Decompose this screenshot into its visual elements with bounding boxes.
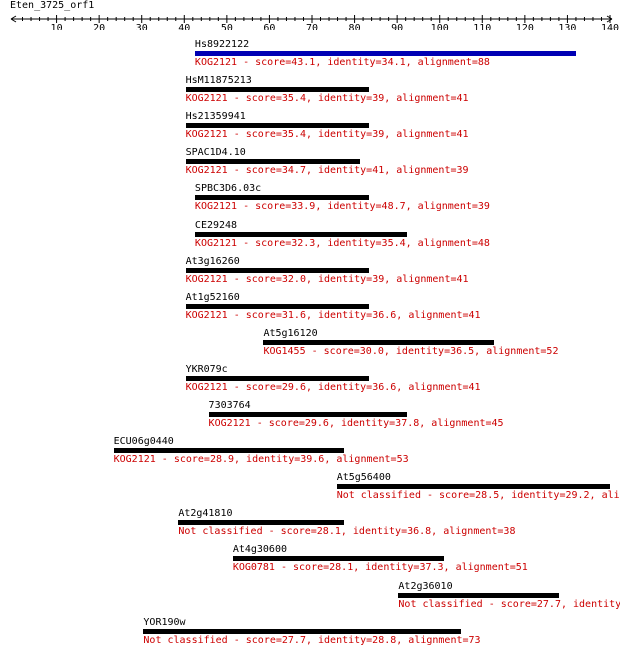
ruler-tick-label: 60 bbox=[263, 23, 275, 30]
hit-name[interactable]: YOR190w bbox=[143, 616, 186, 628]
ruler-tick-label: 90 bbox=[391, 23, 403, 30]
ruler-tick-label: 50 bbox=[221, 23, 233, 30]
hit-alignment-bar[interactable] bbox=[336, 484, 610, 490]
hit-alignment-bar[interactable] bbox=[143, 628, 461, 634]
hit-alignment-bar[interactable] bbox=[113, 448, 344, 454]
hit-name[interactable]: ECU06g0440 bbox=[113, 436, 174, 448]
hit-name[interactable]: 7303764 bbox=[208, 400, 251, 411]
hit-row: CE29248 KOG2121 - score=32.3, identity=35… bbox=[0, 220, 620, 256]
position-ruler: 10 20 30 40 50 60 70 80 90 100 110 120 130 140 bbox=[10, 15, 619, 30]
hit-row: SPBC3D6.03c KOG2121 - score=33.9, identit… bbox=[0, 183, 620, 219]
hit-alignment-bar[interactable] bbox=[194, 195, 369, 201]
hit-description: KOG0781 - score=28.1, identity=37.3, ali… bbox=[232, 562, 528, 574]
hit-alignment-bar[interactable] bbox=[185, 303, 369, 309]
hit-alignment-bar[interactable] bbox=[185, 87, 369, 93]
ruler-tick-label: 140 bbox=[601, 23, 619, 30]
hit-name[interactable]: HsM11875213 bbox=[185, 75, 252, 87]
hit-name[interactable]: SPBC3D6.03c bbox=[194, 183, 262, 195]
hit-description: Not classified - score=27.7, identity=28… bbox=[143, 634, 481, 646]
hit-name[interactable]: Hs8922122 bbox=[194, 39, 250, 50]
hit-alignment-bar[interactable] bbox=[185, 267, 369, 273]
hit-row: Hs8922122 KOG2121 - score=43.1, identity=… bbox=[0, 39, 620, 75]
hit-name[interactable]: At5g56400 bbox=[336, 472, 391, 484]
hit-alignment-bar[interactable] bbox=[208, 412, 408, 417]
hit-row: HsM11875213 KOG2121 - score=35.4, identit… bbox=[0, 75, 620, 111]
ruler-tick-label: 100 bbox=[431, 23, 449, 30]
hit-row: At5g56400 Not classified - score=28.5, id… bbox=[0, 472, 620, 508]
hit-row: YOR190w Not classified - score=27.7, iden… bbox=[0, 617, 620, 653]
hit-description: KOG2121 - score=43.1, identity=34.1, ali… bbox=[194, 57, 490, 68]
hit-description: KOG2121 - score=31.6, identity=36.6, ali… bbox=[185, 309, 481, 321]
hit-row: At1g52160 KOG2121 - score=31.6, identity=… bbox=[0, 292, 620, 328]
hit-alignment-bar[interactable] bbox=[398, 592, 559, 598]
hit-name[interactable]: YKR079c bbox=[185, 363, 228, 375]
ruler-tick-label: 80 bbox=[349, 23, 361, 30]
hit-description: KOG2121 - score=28.9, identity=39.6, ali… bbox=[113, 454, 409, 466]
ruler-tick-label: 110 bbox=[473, 23, 491, 30]
hit-description: KOG2121 - score=35.4, identity=39, align… bbox=[185, 129, 469, 141]
ruler-tick-label: 70 bbox=[306, 23, 318, 30]
hit-alignment-bar[interactable] bbox=[263, 339, 494, 345]
hit-description: KOG2121 - score=33.9, identity=48.7, ali… bbox=[194, 201, 490, 213]
ruler-tick-label: 30 bbox=[136, 23, 148, 30]
hit-description: KOG2121 - score=29.6, identity=37.8, ali… bbox=[208, 418, 504, 429]
hit-description: KOG2121 - score=35.4, identity=39, align… bbox=[185, 93, 469, 105]
hit-name[interactable]: Hs21359941 bbox=[185, 111, 246, 123]
hit-description: KOG2121 - score=34.7, identity=41, align… bbox=[185, 165, 469, 177]
hit-description: Not classified - score=28.1, identity=36… bbox=[178, 526, 516, 538]
hit-name[interactable]: At3g16260 bbox=[185, 255, 240, 267]
hit-row: At5g16120 KOG1455 - score=30.0, identity=… bbox=[0, 328, 620, 364]
hit-row: At2g36010 Not classified - score=27.7, id… bbox=[0, 581, 620, 617]
hit-description: Not classified - score=27.7, identity=36… bbox=[398, 598, 620, 610]
hit-alignment-bar[interactable] bbox=[185, 375, 369, 381]
ruler-left-arrow bbox=[10, 15, 17, 23]
hit-alignment-bar[interactable] bbox=[194, 51, 576, 56]
hit-alignment-bar[interactable] bbox=[185, 123, 369, 129]
ruler-tick-label: 20 bbox=[93, 23, 105, 30]
hit-row: YKR079c KOG2121 - score=29.6, identity=36… bbox=[0, 364, 620, 400]
hit-row: At2g41810 Not classified - score=28.1, id… bbox=[0, 508, 620, 544]
hit-name[interactable]: SPAC1D4.10 bbox=[185, 147, 246, 159]
hit-description: KOG1455 - score=30.0, identity=36.5, ali… bbox=[263, 345, 559, 357]
hit-alignment-bar[interactable] bbox=[194, 231, 408, 237]
query-title: Eten_3725_orf1 bbox=[10, 0, 95, 11]
hit-row: ECU06g0440 KOG2121 - score=28.9, identity… bbox=[0, 436, 620, 472]
hit-name[interactable]: At2g41810 bbox=[178, 508, 233, 520]
hit-alignment-bar[interactable] bbox=[185, 159, 360, 165]
ruler-tick-label: 10 bbox=[51, 23, 63, 30]
hit-name[interactable]: At5g16120 bbox=[263, 327, 318, 339]
hit-row: SPAC1D4.10 KOG2121 - score=34.7, identity… bbox=[0, 147, 620, 183]
hit-name[interactable]: At4g30600 bbox=[232, 544, 287, 556]
hit-row: At4g30600 KOG0781 - score=28.1, identity=… bbox=[0, 544, 620, 580]
hit-row: At3g16260 KOG2121 - score=32.0, identity=… bbox=[0, 256, 620, 292]
hit-row: Hs21359941 KOG2121 - score=35.4, identity… bbox=[0, 111, 620, 147]
ruler-tick-label: 120 bbox=[516, 23, 534, 30]
hit-row: 7303764 KOG2121 - score=29.6, identity=37… bbox=[0, 400, 620, 436]
hit-name[interactable]: At2g36010 bbox=[398, 580, 453, 592]
ruler-tick-label: 130 bbox=[558, 23, 576, 30]
hit-description: Not classified - score=28.5, identity=29… bbox=[336, 490, 620, 502]
hit-name[interactable]: At1g52160 bbox=[185, 291, 240, 303]
hit-description: KOG2121 - score=29.6, identity=36.6, ali… bbox=[185, 381, 481, 393]
hit-name[interactable]: CE29248 bbox=[194, 219, 238, 231]
hit-alignment-bar[interactable] bbox=[232, 556, 444, 562]
ruler-tick-label: 40 bbox=[178, 23, 190, 30]
hit-description: KOG2121 - score=32.3, identity=35.4, ali… bbox=[194, 237, 490, 249]
hit-description: KOG2121 - score=32.0, identity=39, align… bbox=[185, 273, 469, 285]
hit-alignment-bar[interactable] bbox=[178, 520, 344, 526]
